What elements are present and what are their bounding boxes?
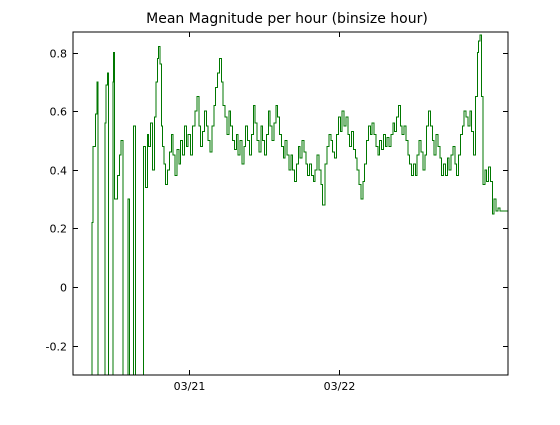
y-tick-label: -0.2 — [46, 341, 67, 354]
y-tick-label: 0.4 — [50, 165, 68, 178]
plot-frame — [72, 31, 509, 376]
y-tick-label: 0.2 — [50, 223, 68, 236]
y-tick-label: 0.8 — [50, 48, 68, 61]
x-tick-label: 03/21 — [174, 380, 206, 393]
series-line — [91, 34, 508, 376]
y-axis: -0.2 0 0.2 0.4 0.6 0.8 — [46, 48, 508, 354]
plot-background — [73, 32, 508, 375]
y-tick-label: 0 — [60, 282, 67, 295]
x-tick-label: 03/22 — [324, 380, 356, 393]
y-tick-label: 0.6 — [50, 106, 68, 119]
chart-title: Mean Magnitude per hour (binsize hour) — [146, 11, 428, 27]
x-axis: 03/21 03/22 — [174, 32, 356, 393]
